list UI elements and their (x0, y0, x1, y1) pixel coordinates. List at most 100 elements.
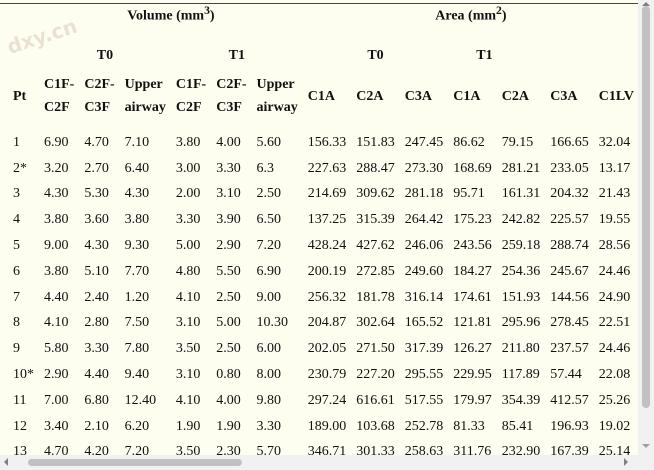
column-header-line: C2F- (216, 77, 247, 92)
table-cell: 166.65 (550, 134, 589, 150)
table-row: 5 9.00 4.30 9.30 5.00 2.90 7.20 428.24 427.62 246… (8, 233, 638, 259)
column-header-line: C3A (404, 88, 432, 104)
column-header-line: Upper (124, 77, 163, 92)
table-cell: 7.20 (124, 444, 150, 455)
table-cell: 4.80 (175, 263, 201, 279)
column-header-line: C2F (175, 100, 202, 115)
table-cell: 3.10 (216, 186, 241, 202)
table-cell: 81.33 (453, 418, 485, 434)
patient-id-cell: 4 (13, 212, 20, 228)
table-cell: 25.14 (598, 444, 631, 455)
table-cell: 2.50 (256, 186, 282, 202)
table-cell: 254.36 (501, 263, 541, 279)
table-cell: 2.80 (84, 315, 109, 331)
table-cell: 5.00 (216, 315, 241, 331)
table-cell: 85.41 (501, 418, 534, 434)
table-cell: 204.32 (550, 186, 589, 202)
table-cell: 227.20 (356, 367, 395, 383)
table-cell: 10.30 (256, 315, 289, 331)
table-cell: 295.96 (501, 315, 541, 331)
table-row: 8 4.10 2.80 7.50 3.10 5.00 10.30 204.87 302.64 16… (8, 311, 638, 337)
table-cell: 3.80 (175, 134, 201, 150)
group-header-area: Area (mm2) (435, 4, 507, 24)
table-cell: 273.30 (404, 160, 444, 176)
table-cell: 86.62 (453, 134, 485, 150)
table-cell: 4.30 (124, 186, 150, 202)
table-cell: 25.26 (598, 392, 631, 408)
column-header-line: C3A (550, 88, 578, 104)
table-cell: 3.30 (256, 418, 282, 434)
table-cell: 2.30 (216, 444, 241, 455)
table-cell: 316.14 (404, 289, 444, 305)
table-cell: 24.46 (598, 263, 631, 279)
column-header: C2F- C3F (79, 66, 119, 126)
table-cell: 230.79 (307, 367, 347, 383)
horizontal-scrollbar[interactable] (0, 455, 654, 470)
table-cell: 165.52 (404, 315, 444, 331)
table-cell: 6.90 (256, 263, 282, 279)
table-cell: 1.20 (124, 289, 150, 305)
table-row: 11 7.00 6.80 12.40 4.10 4.00 9.80 297.24 616.61 5… (8, 388, 638, 414)
table-cell: 3.10 (175, 315, 201, 331)
table-cell: 427.62 (356, 238, 395, 254)
vertical-scrollbar[interactable] (638, 0, 654, 455)
table-cell: 167.39 (550, 444, 589, 455)
vertical-scroll-thumb[interactable] (642, 6, 650, 408)
sub-header-area-t0: T0 (367, 48, 384, 63)
table-cell: 354.39 (501, 392, 541, 408)
table-cell: 4.30 (84, 238, 109, 254)
patient-id-cell: 7 (13, 289, 20, 305)
scroll-up-icon[interactable] (642, 2, 650, 6)
table-cell: 121.81 (453, 315, 492, 331)
column-header: C1LV (594, 66, 638, 126)
table-cell: 9.00 (256, 289, 282, 305)
table-cell: 32.04 (598, 134, 631, 150)
patient-id-cell: 8 (13, 315, 20, 331)
top-rule (0, 3, 638, 4)
table-cell: 258.63 (404, 444, 444, 455)
table-cell: 229.95 (453, 367, 492, 383)
table-row: 13 4.70 4.20 7.20 3.50 2.30 5.70 346.71 301.33 25… (8, 440, 638, 455)
scroll-down-icon[interactable] (642, 444, 650, 448)
table-row: 3 4.30 5.30 4.30 2.00 3.10 2.50 214.69 309.62 281… (8, 182, 638, 208)
measurements-table: Volume (mm3) Area (mm2) T0 T1 T0 T1 Pt C1… (8, 0, 638, 455)
patient-id-cell: 1 (13, 134, 20, 150)
horizontal-scroll-thumb[interactable] (28, 459, 242, 466)
table-cell: 1.90 (175, 418, 201, 434)
table-cell: 1.90 (216, 418, 241, 434)
table-cell: 9.80 (256, 392, 282, 408)
table-cell: 7.80 (124, 341, 150, 357)
table-cell: 2.90 (44, 367, 69, 383)
column-header-line: C2A (356, 88, 384, 104)
table-cell: 22.51 (598, 315, 631, 331)
table-cell: 288.74 (550, 238, 589, 254)
table-cell: 252.78 (404, 418, 444, 434)
table-cell: 242.82 (501, 212, 541, 228)
table-cell: 214.69 (307, 186, 347, 202)
table-cell: 4.10 (175, 289, 201, 305)
column-header: C1F- C2F (39, 66, 79, 126)
table-cell: 6.20 (124, 418, 150, 434)
table-cell: 4.70 (44, 444, 69, 455)
table-cell: 7.20 (256, 238, 282, 254)
table-cell: 6.40 (124, 160, 150, 176)
table-cell: 249.60 (404, 263, 444, 279)
table-viewport: Volume (mm3) Area (mm2) T0 T1 T0 T1 Pt C1… (0, 0, 638, 455)
table-cell: 3.40 (44, 418, 69, 434)
table-cell: 5.50 (216, 263, 241, 279)
table-cell: 311.76 (453, 444, 492, 455)
patient-id-cell: 2* (13, 160, 27, 176)
table-cell: 95.71 (453, 186, 485, 202)
column-header-line: airway (256, 100, 298, 115)
table-cell: 7.10 (124, 134, 150, 150)
table-cell: 2.70 (84, 160, 109, 176)
table-cell: 175.23 (453, 212, 492, 228)
column-header-line: C1A (307, 88, 335, 104)
table-cell: 5.10 (84, 263, 109, 279)
table-cell: 428.24 (307, 238, 347, 254)
scroll-right-icon[interactable] (624, 458, 628, 466)
column-header-line: C1A (453, 88, 481, 104)
table-cell: 211.80 (501, 341, 540, 357)
table-cell: 6.90 (44, 134, 69, 150)
scroll-left-icon[interactable] (4, 458, 8, 466)
